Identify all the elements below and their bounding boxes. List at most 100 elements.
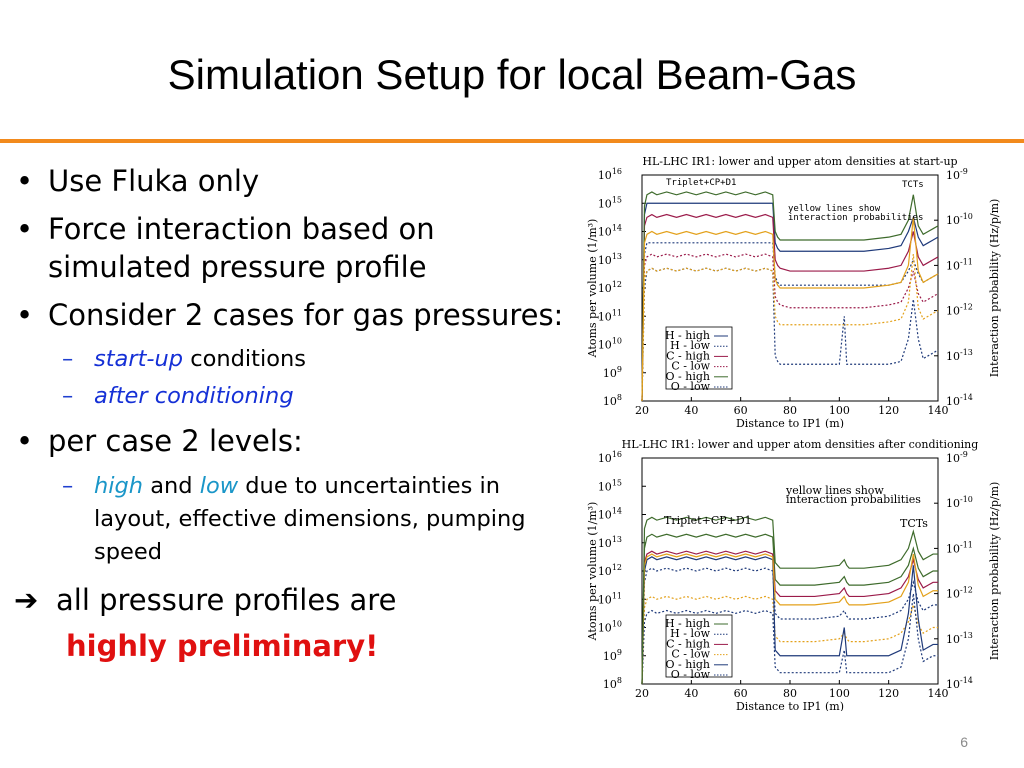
y2-tick-exponent: -12 (960, 586, 973, 595)
series-line (641, 593, 938, 685)
y-tick-label: 1014 (598, 507, 622, 522)
x-tick-label: 120 (878, 404, 899, 417)
legend-label: O - low (671, 380, 711, 393)
x-tick-label: 140 (928, 687, 949, 700)
bullet-text: Force interaction based on simulated pre… (48, 212, 435, 284)
y2-tick-label: 10-13 (946, 631, 973, 646)
bullet-dot: • (16, 298, 34, 332)
sub-bullet-item: – after conditioning (14, 381, 584, 412)
y-tick-exponent: 8 (617, 393, 622, 402)
y-tick-exponent: 12 (612, 280, 622, 289)
y2-axis-label: Interaction probability (Hz/p/m) (988, 482, 1001, 661)
sub-bullet-text: and (143, 473, 200, 499)
bullet-dot: • (16, 424, 34, 458)
bullet-item: • per case 2 levels: (14, 422, 584, 460)
right-arrow-icon: ➔ (14, 583, 39, 617)
annotation-triplet: Triplet+CP+D1 (666, 178, 736, 188)
emphasis-text: low (199, 473, 239, 499)
chart-startup-svg: HL-LHC IR1: lower and upper atom densiti… (586, 155, 1001, 428)
series-line (641, 217, 939, 402)
legend-label: C - high (666, 349, 710, 362)
series-line (641, 516, 938, 685)
series-line (641, 267, 939, 402)
slide-title: Simulation Setup for local Beam-Gas (167, 51, 857, 98)
x-tick-label: 80 (783, 404, 797, 417)
annotation-yellow-1: yellow lines show (788, 204, 881, 214)
title-divider (0, 139, 1024, 143)
y-axis-label: Atoms per volume (1/m³) (586, 502, 599, 642)
y-tick-label: 1014 (598, 224, 622, 239)
emphasis-text: after conditioning (94, 383, 294, 409)
annotation-yellow-1: yellow lines show (785, 484, 884, 497)
y-tick-label: 109 (603, 365, 622, 380)
annotation-tcts: TCTs (900, 517, 928, 530)
y-tick-exponent: 8 (617, 676, 622, 685)
y-tick-label: 1010 (598, 620, 622, 635)
y-axis-label: Atoms per volume (1/m³) (586, 219, 599, 359)
y2-tick-exponent: -10 (960, 212, 973, 221)
x-tick-label: 40 (684, 687, 698, 700)
bullet-item: • Force interaction based on simulated p… (14, 210, 584, 286)
y2-tick-exponent: -10 (960, 495, 973, 504)
y-tick-label: 1015 (598, 478, 622, 493)
x-tick-label: 60 (734, 404, 748, 417)
x-tick-label: 40 (684, 404, 698, 417)
legend-label: O - high (666, 370, 710, 383)
bullet-text: Use Fluka only (48, 164, 260, 198)
y2-tick-exponent: -12 (960, 303, 973, 312)
y2-tick-label: 10-12 (946, 586, 973, 601)
y-tick-label: 1016 (598, 450, 622, 465)
y-tick-exponent: 15 (612, 195, 622, 204)
legend-box (665, 614, 733, 678)
y2-tick-exponent: -9 (960, 450, 968, 459)
legend-label: C - low (671, 360, 710, 373)
legend-label: H - high (665, 617, 710, 630)
x-tick-label: 120 (878, 687, 899, 700)
y2-tick-exponent: -14 (960, 393, 973, 402)
y-tick-exponent: 10 (612, 337, 622, 346)
y-tick-label: 108 (603, 676, 622, 691)
series-line (641, 253, 939, 402)
y-tick-exponent: 14 (612, 224, 622, 233)
y2-tick-exponent: -13 (960, 348, 973, 357)
annotation-yellow-2: interaction probabilities (786, 493, 921, 506)
bullet-item: • Use Fluka only (14, 162, 584, 200)
legend-label: C - high (666, 637, 710, 650)
series-line (641, 254, 939, 402)
x-tick-label: 80 (783, 687, 797, 700)
y2-tick-label: 10-14 (946, 676, 973, 691)
bullet-item: • Consider 2 cases for gas pressures: (14, 296, 584, 334)
sub-bullet-text: due to uncertainties in layout, effectiv… (94, 473, 526, 565)
bullet-dot: • (16, 164, 34, 198)
sub-bullet-item: – high and low due to uncertainties in l… (14, 470, 584, 569)
y-tick-exponent: 13 (612, 535, 622, 544)
sub-bullet-dash: – (62, 346, 74, 372)
legend-label: H - low (670, 339, 710, 352)
bullet-text: per case 2 levels: (48, 424, 303, 458)
annotation-tcts: TCTs (902, 180, 924, 190)
preliminary-warning: highly preliminary! (66, 629, 379, 663)
y2-tick-label: 10-10 (946, 212, 973, 227)
y2-tick-label: 10-11 (946, 257, 973, 272)
emphasis-text: high (94, 473, 144, 499)
y2-tick-exponent: -11 (960, 257, 973, 266)
emphasis-text: start-up (94, 346, 184, 372)
y-tick-label: 1016 (598, 167, 622, 182)
series-line (641, 191, 939, 402)
y-tick-exponent: 11 (612, 308, 622, 317)
y-tick-exponent: 9 (617, 648, 622, 657)
series-line (641, 553, 938, 685)
y-tick-exponent: 10 (612, 620, 622, 629)
sub-bullet-dash: – (62, 473, 74, 499)
series-line (641, 202, 939, 402)
y-tick-exponent: 11 (612, 591, 622, 600)
y2-tick-exponent: -13 (960, 631, 973, 640)
y2-tick-exponent: -9 (960, 167, 968, 176)
x-tick-label: 20 (635, 404, 649, 417)
legend-box (665, 326, 733, 390)
x-tick-label: 100 (829, 404, 850, 417)
series-line (641, 213, 939, 402)
conclusion-line: ➔ all pressure profiles are (14, 581, 584, 619)
y2-tick-label: 10-9 (946, 167, 968, 182)
sub-bullet-text: conditions (183, 346, 306, 372)
